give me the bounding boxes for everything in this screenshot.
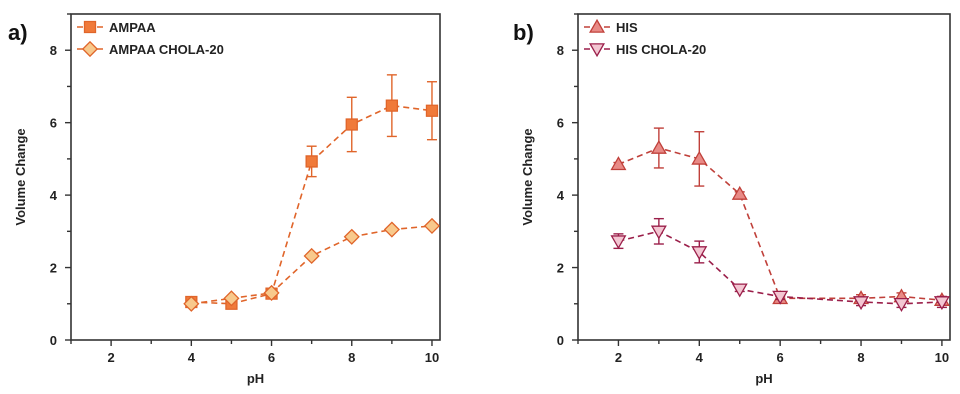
y-tick-label: 6 [50, 116, 57, 131]
x-tick-label: 2 [107, 350, 114, 365]
legend-label: AMPAA [109, 20, 156, 35]
data-point [383, 221, 400, 238]
data-point [385, 99, 399, 112]
y-tick-label: 0 [50, 333, 57, 348]
y-axis-title: Volume Change [520, 128, 535, 225]
data-point [343, 228, 360, 245]
x-axis-title: pH [247, 371, 264, 386]
series-2 [183, 217, 441, 312]
x-tick-label: 10 [425, 350, 439, 365]
series-line [191, 225, 433, 305]
series-2 [610, 217, 950, 312]
legend-marker [83, 20, 97, 34]
x-tick-label: 4 [188, 350, 196, 365]
chart-panel-1: a) 2 4 6 8 10 0 2 4 6 8 pH Volume Change AMPAA AMPAA C… [8, 13, 441, 386]
panel-label: a) [8, 20, 28, 45]
legend-entry: AMPAA CHOLA-20 [77, 40, 224, 58]
data-point [731, 185, 748, 200]
y-tick-label: 0 [557, 333, 564, 348]
y-tick-label: 2 [50, 261, 57, 276]
y-axis-title: Volume Change [13, 128, 28, 225]
legend-marker [589, 18, 605, 33]
x-tick-label: 6 [777, 350, 784, 365]
legend-label: AMPAA CHOLA-20 [109, 42, 224, 57]
x-tick-label: 8 [348, 350, 355, 365]
data-point [610, 156, 627, 171]
data-point [425, 104, 439, 117]
plot-frame [577, 13, 951, 341]
series-1 [185, 74, 439, 310]
legend-entry: AMPAA [77, 20, 156, 35]
series-1 [610, 127, 950, 306]
data-point [691, 150, 708, 165]
data-point [933, 296, 950, 311]
panel-label: b) [513, 20, 534, 45]
y-tick-label: 8 [50, 43, 57, 58]
data-point [731, 283, 748, 298]
y-tick-label: 2 [557, 261, 564, 276]
plot-frame [70, 13, 441, 341]
data-point [650, 225, 667, 240]
data-point [303, 247, 320, 265]
y-tick-label: 8 [557, 43, 564, 58]
data-point [893, 297, 910, 312]
legend-entry: HIS [584, 18, 638, 35]
x-tick-label: 2 [615, 350, 622, 365]
chart-panel-2: b) 2 4 6 8 10 0 2 4 6 8 pH Volume Change HIS HIS CHOLA… [513, 13, 951, 386]
y-tick-label: 4 [50, 188, 58, 203]
legend-marker [81, 40, 99, 58]
data-point [305, 155, 318, 168]
data-point [183, 295, 200, 312]
x-tick-label: 6 [268, 350, 275, 365]
data-point [650, 139, 667, 154]
data-point [691, 246, 708, 261]
x-tick-label: 4 [696, 350, 704, 365]
data-point [772, 290, 789, 305]
data-point [610, 235, 627, 250]
data-point [345, 118, 358, 131]
series-line [618, 230, 942, 305]
legend-entry: HIS CHOLA-20 [584, 42, 706, 58]
x-tick-label: 8 [857, 350, 864, 365]
data-point [263, 284, 280, 301]
data-point [223, 290, 240, 307]
data-point [423, 217, 441, 234]
legend-label: HIS [616, 20, 638, 35]
series-line [618, 147, 942, 301]
x-axis-title: pH [755, 371, 772, 386]
series-line [191, 104, 433, 305]
y-tick-label: 6 [557, 116, 564, 131]
legend-label: HIS CHOLA-20 [616, 42, 706, 57]
legend-marker [589, 43, 605, 58]
x-tick-label: 10 [935, 350, 949, 365]
data-point [853, 296, 870, 311]
y-tick-label: 4 [557, 188, 565, 203]
